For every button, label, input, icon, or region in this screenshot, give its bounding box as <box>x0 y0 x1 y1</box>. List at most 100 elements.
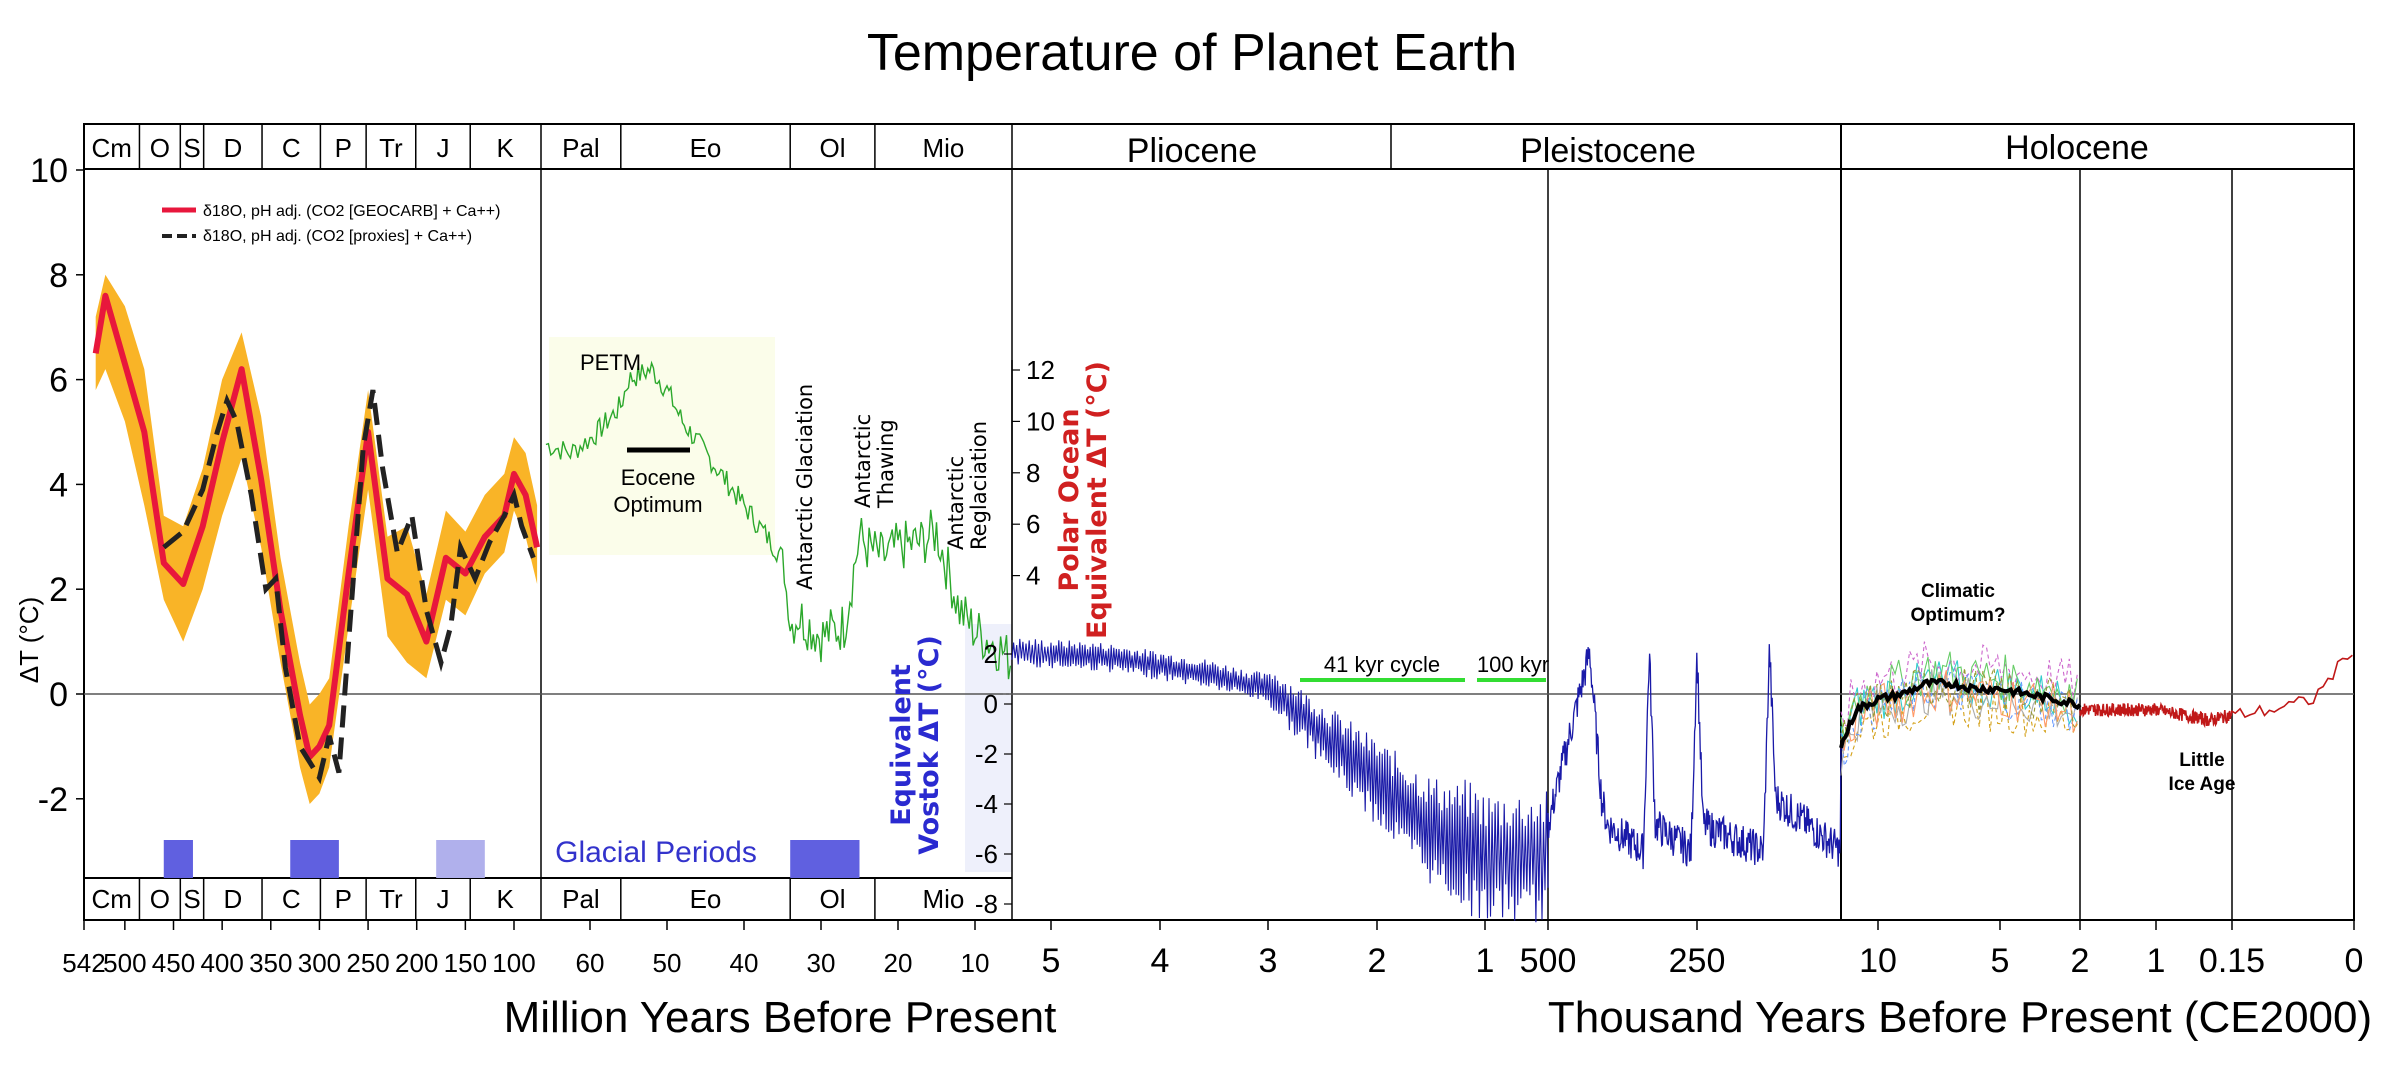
polar-tick-label: 10 <box>1026 406 1055 436</box>
x-tick-label: 40 <box>730 948 759 978</box>
period-label: O <box>150 133 170 163</box>
series-instrumental <box>2079 654 2353 729</box>
period-label: D <box>223 133 242 163</box>
period-label: C <box>282 133 301 163</box>
x-tick-label: 0 <box>2345 942 2364 980</box>
polar-tick-label: 4 <box>1026 561 1040 591</box>
epoch-labels-top: Pal Eo Ol Mio <box>562 124 964 169</box>
x-tick-label: 4 <box>1151 942 1170 980</box>
vostok-tick-label: -4 <box>975 789 998 819</box>
period-label: O <box>150 884 170 914</box>
series-proxies <box>162 389 536 785</box>
x-tick-label: 150 <box>444 948 487 978</box>
x-tick-label: 450 <box>152 948 195 978</box>
vostok-tick-label: -8 <box>975 889 998 919</box>
polar-tick-label: 6 <box>1026 509 1040 539</box>
x-axis-label-right: Thousand Years Before Present (CE2000) <box>1548 993 2372 1042</box>
x-tick-label: 2 <box>1368 942 1387 980</box>
epoch-label: Pal <box>562 884 600 914</box>
climatic-optimum-label-1: Climatic <box>1921 581 1995 602</box>
x-tick-label: 60 <box>576 948 605 978</box>
eocene-optimum-label-2: Optimum <box>613 492 702 517</box>
period-label: K <box>497 884 515 914</box>
period-label: P <box>335 133 352 163</box>
period-label: K <box>497 133 515 163</box>
period-label: J <box>436 133 449 163</box>
antarctic-thawing-label-2: Thawing <box>874 419 898 509</box>
period-label: D <box>223 884 242 914</box>
chart-frame <box>83 123 2355 921</box>
climatic-optimum-label-2: Optimum? <box>1911 605 2006 626</box>
polar-ocean-axis: 12 10 8 6 4 <box>1011 355 1055 591</box>
x-tick-label: 200 <box>395 948 438 978</box>
glacial-period-bar <box>436 840 485 878</box>
y-tick-label: 0 <box>49 676 68 714</box>
vostok-highlight <box>965 624 1012 872</box>
period-label: J <box>436 884 449 914</box>
x-tick-label: 5 <box>1991 942 2010 980</box>
epoch-label: Mio <box>922 884 964 914</box>
vostok-label-1: Equivalent <box>886 664 917 826</box>
x-tick-label: 250 <box>346 948 389 978</box>
epoch-pleistocene: Pleistocene <box>1520 132 1696 170</box>
x-tick-label: 350 <box>249 948 292 978</box>
y-axis-label: ΔT (°C) <box>14 597 44 684</box>
vostok-label-2: Vostok ΔT (°C) <box>914 635 945 855</box>
glacial-periods-label: Glacial Periods <box>555 836 757 869</box>
glacial-period-bar <box>290 840 339 878</box>
holocene-proxy-line <box>1840 669 2078 776</box>
uncertainty-band <box>95 274 538 804</box>
series-vostok <box>1547 644 1842 870</box>
x-tick-label: 1 <box>2147 942 2166 980</box>
holocene-proxy-line <box>1840 679 2078 758</box>
y-tick-label: 8 <box>49 257 68 295</box>
period-labels-bottom: Cm O S D C P Tr J K <box>92 878 515 920</box>
glacial-period-bar <box>163 840 193 878</box>
y-tick-label: 2 <box>49 571 68 609</box>
epoch-label: Mio <box>922 133 964 163</box>
epoch-label: Eo <box>690 884 722 914</box>
vostok-tick-label: 0 <box>984 689 998 719</box>
antarctic-reglaciation-label-1: Antarctic <box>944 456 968 550</box>
glacial-periods <box>163 840 860 878</box>
epoch-label: Ol <box>820 884 846 914</box>
legend: δ18O, pH adj. (CO2 [GEOCARB] + Ca++) δ18… <box>162 203 500 245</box>
y-axis: 10 8 6 4 2 0 -2 <box>30 152 84 819</box>
epoch-labels-bottom: Pal Eo Ol Mio <box>562 878 964 920</box>
period-label: Cm <box>92 884 132 914</box>
x-tick-label: 400 <box>200 948 243 978</box>
x-tick-label: 2 <box>2071 942 2090 980</box>
kyr41-label: 41 kyr cycle <box>1324 652 1440 677</box>
x-tick-label: 542 <box>62 948 105 978</box>
series-cenozoic <box>545 360 1012 680</box>
period-label: C <box>282 884 301 914</box>
series-plio-pleistocene <box>1011 638 1549 923</box>
epoch-label: Eo <box>690 133 722 163</box>
y-tick-label: 10 <box>30 152 68 190</box>
holocene-proxy-line <box>1840 668 2078 743</box>
x-tick-label: 300 <box>298 948 341 978</box>
epoch-label: Ol <box>820 133 846 163</box>
epoch-label: Pal <box>562 133 600 163</box>
x-tick-label: 1 <box>1476 942 1495 980</box>
period-label: P <box>335 884 352 914</box>
petm-label: PETM <box>580 350 641 375</box>
polar-tick-label: 12 <box>1026 355 1055 385</box>
x-tick-label: 100 <box>492 948 535 978</box>
y-tick-label: -2 <box>38 781 68 819</box>
x-tick-label: 50 <box>653 948 682 978</box>
polar-ocean-label-1: Polar Ocean <box>1054 408 1085 591</box>
holocene-proxy-line <box>1840 641 2078 728</box>
y-tick-label: 6 <box>49 362 68 400</box>
x-tick-label: 10 <box>961 948 990 978</box>
x-tick-label: 30 <box>807 948 836 978</box>
y-tick-label: 4 <box>49 466 68 504</box>
chart-title: Temperature of Planet Earth <box>867 24 1517 82</box>
epoch-pliocene: Pliocene <box>1127 132 1257 170</box>
epoch-holocene: Holocene <box>2005 129 2149 167</box>
polar-tick-label: 8 <box>1026 458 1040 488</box>
antarctic-reglaciation-label-2: Reglaciation <box>967 421 991 550</box>
legend-label-geocarb: δ18O, pH adj. (CO2 [GEOCARB] + Ca++) <box>203 203 500 220</box>
